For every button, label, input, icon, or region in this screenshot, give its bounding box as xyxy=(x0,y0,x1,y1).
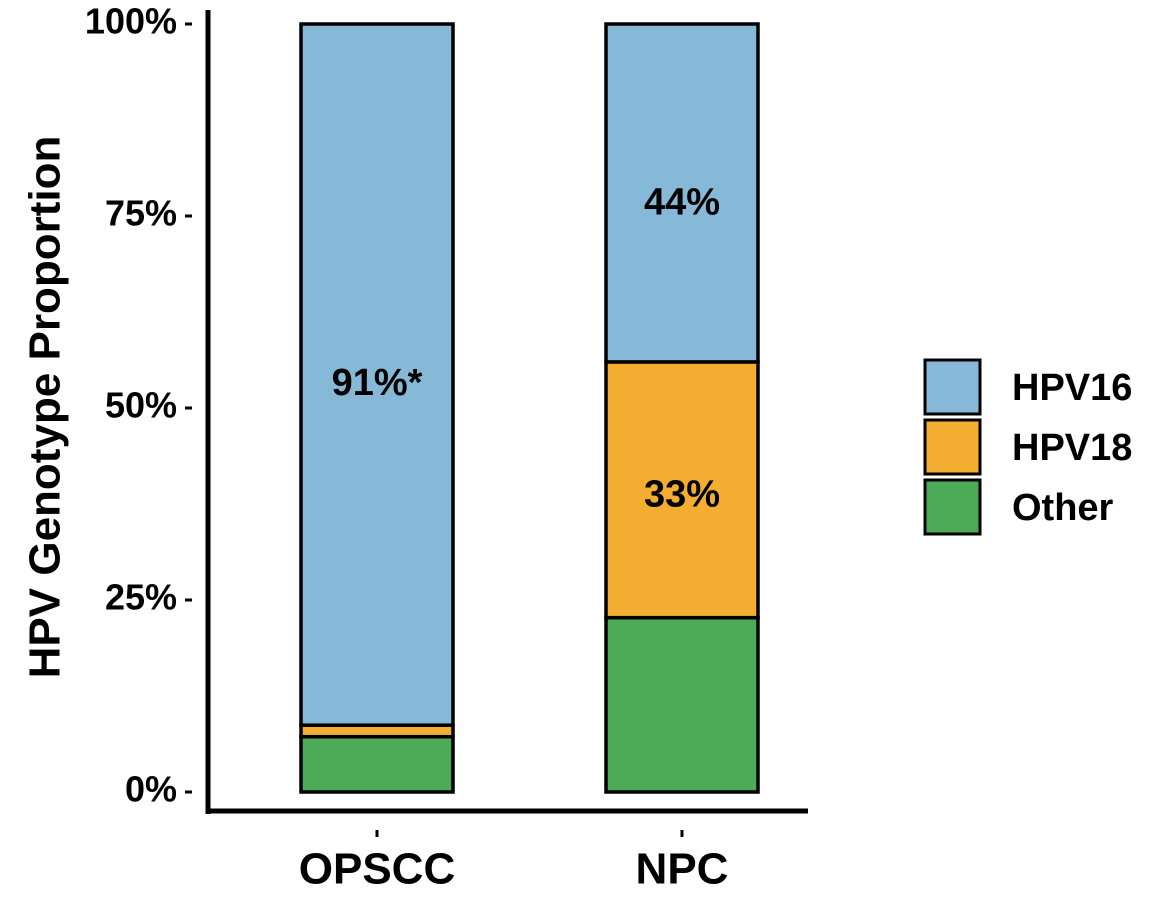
bar-value-label: 33% xyxy=(644,473,720,515)
y-axis-ticks: 0% 25% 50% 75% 100% xyxy=(85,1,192,810)
legend-key-hpv18 xyxy=(923,418,982,476)
bar-segment-npc-other xyxy=(604,615,760,794)
legend-key-hpv16 xyxy=(923,358,982,416)
bar-labels-group: 91%* 44% 33% xyxy=(332,182,720,516)
legend: HPV16 HPV18 Other xyxy=(923,358,1132,536)
y-tick-label: 75% xyxy=(105,193,177,234)
bar-segment-npc-hpv18 xyxy=(604,360,760,620)
bars-group xyxy=(299,22,760,794)
legend-label: Other xyxy=(1012,487,1114,529)
x-tick-label: NPC xyxy=(636,845,729,894)
x-axis-ticks: OPSCC NPC xyxy=(299,830,729,894)
bar-value-label: 91%* xyxy=(332,362,423,404)
legend-key-other xyxy=(923,478,982,536)
y-tick-label: 0% xyxy=(125,769,177,810)
bar-value-label: 44% xyxy=(644,182,720,224)
bar-segment-npc-hpv16 xyxy=(604,22,760,364)
legend-label: HPV18 xyxy=(1012,427,1132,469)
y-tick-label: 50% xyxy=(105,385,177,426)
x-tick-label: OPSCC xyxy=(299,845,455,894)
legend-label: HPV16 xyxy=(1012,367,1132,409)
y-tick-label: 100% xyxy=(85,1,177,42)
bar-segment-opscc-hpv16 xyxy=(299,22,455,727)
y-tick-label: 25% xyxy=(105,577,177,618)
bar-segment-opscc-other xyxy=(299,734,455,794)
y-axis-title: HPV Genotype Proportion xyxy=(21,136,70,679)
